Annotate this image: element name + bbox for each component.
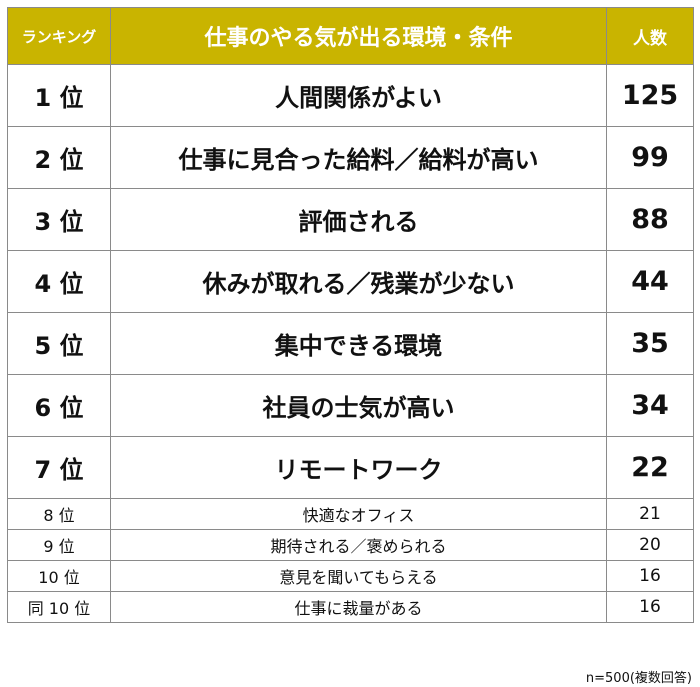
ranking-table: ランキング 仕事のやる気が出る環境・条件 人数 1 位 人間関係がよい 125 …	[7, 7, 694, 623]
header-rank: ランキング	[7, 7, 111, 65]
header-count: 人数	[606, 7, 694, 65]
condition-cell: 意見を聞いてもらえる	[110, 560, 607, 592]
count-cell: 125	[606, 64, 694, 127]
condition-cell: 仕事に裁量がある	[110, 591, 607, 623]
rank-cell: 9 位	[7, 529, 111, 561]
count-cell: 88	[606, 188, 694, 251]
table-row: 2 位 仕事に見合った給料／給料が高い 99	[7, 126, 694, 189]
count-cell: 16	[606, 560, 694, 592]
count-cell: 22	[606, 436, 694, 499]
count-cell: 34	[606, 374, 694, 437]
condition-cell: 人間関係がよい	[110, 64, 607, 127]
header-condition: 仕事のやる気が出る環境・条件	[110, 7, 607, 65]
count-cell: 44	[606, 250, 694, 313]
table-row: 8 位 快適なオフィス 21	[7, 498, 694, 530]
table-row: 3 位 評価される 88	[7, 188, 694, 251]
rank-cell: 1 位	[7, 64, 111, 127]
condition-cell: 評価される	[110, 188, 607, 251]
condition-cell: 集中できる環境	[110, 312, 607, 375]
header-row: ランキング 仕事のやる気が出る環境・条件 人数	[7, 7, 694, 65]
condition-cell: 社員の士気が高い	[110, 374, 607, 437]
rank-cell: 同 10 位	[7, 591, 111, 623]
table-row: 6 位 社員の士気が高い 34	[7, 374, 694, 437]
condition-cell: 快適なオフィス	[110, 498, 607, 530]
rank-cell: 4 位	[7, 250, 111, 313]
table-row: 1 位 人間関係がよい 125	[7, 64, 694, 127]
count-cell: 99	[606, 126, 694, 189]
table-row: 同 10 位 仕事に裁量がある 16	[7, 591, 694, 623]
table-row: 4 位 休みが取れる／残業が少ない 44	[7, 250, 694, 313]
count-cell: 21	[606, 498, 694, 530]
rank-cell: 5 位	[7, 312, 111, 375]
condition-cell: 仕事に見合った給料／給料が高い	[110, 126, 607, 189]
count-cell: 35	[606, 312, 694, 375]
condition-cell: 休みが取れる／残業が少ない	[110, 250, 607, 313]
rank-cell: 8 位	[7, 498, 111, 530]
rank-cell: 6 位	[7, 374, 111, 437]
rank-cell: 2 位	[7, 126, 111, 189]
rank-cell: 10 位	[7, 560, 111, 592]
table-row: 9 位 期待される／褒められる 20	[7, 529, 694, 561]
table-row: 7 位 リモートワーク 22	[7, 436, 694, 499]
count-cell: 16	[606, 591, 694, 623]
table-row: 10 位 意見を聞いてもらえる 16	[7, 560, 694, 592]
sample-size-note: n=500(複数回答)	[585, 671, 692, 686]
rank-cell: 7 位	[7, 436, 111, 499]
count-cell: 20	[606, 529, 694, 561]
condition-cell: 期待される／褒められる	[110, 529, 607, 561]
table-row: 5 位 集中できる環境 35	[7, 312, 694, 375]
condition-cell: リモートワーク	[110, 436, 607, 499]
rank-cell: 3 位	[7, 188, 111, 251]
